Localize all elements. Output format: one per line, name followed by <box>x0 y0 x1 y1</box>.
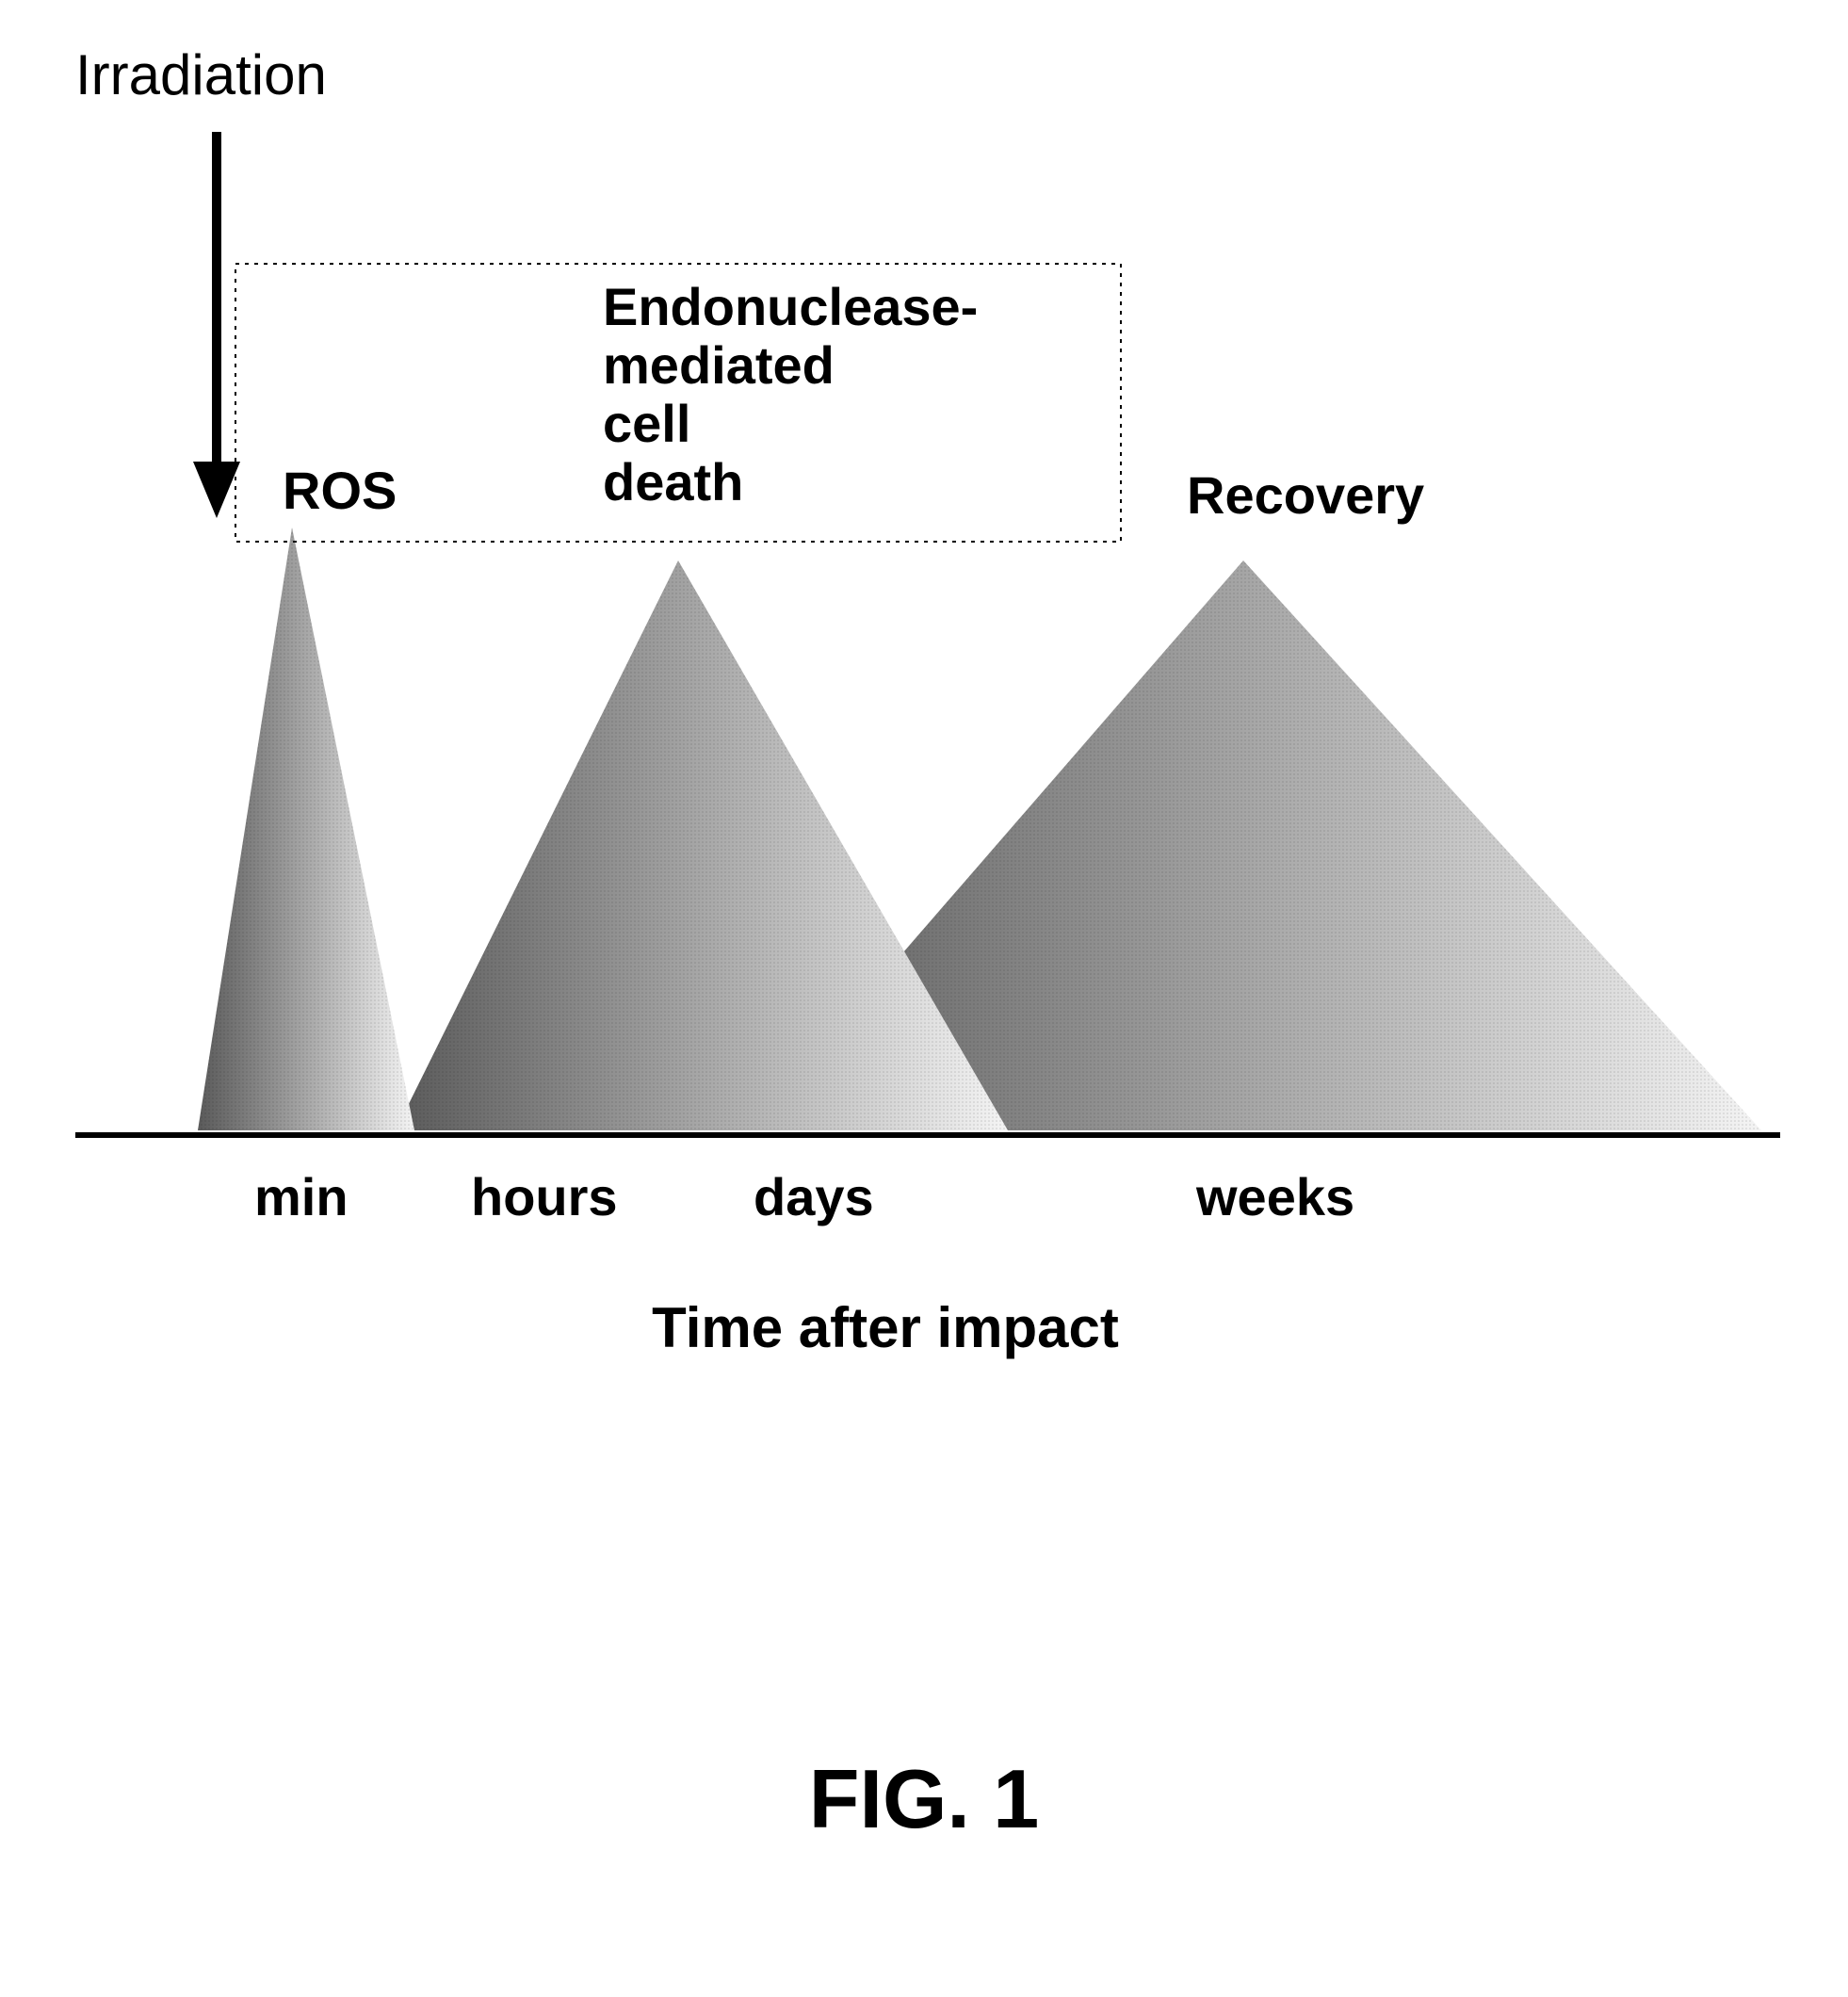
ros-label: ROS <box>283 461 397 520</box>
tick-labels: min hours days weeks Time after impact <box>254 1167 1354 1359</box>
figure-caption: FIG. 1 <box>809 1752 1040 1845</box>
tick-label: days <box>754 1167 874 1226</box>
recovery-label: Recovery <box>1187 465 1424 525</box>
arrow-head <box>193 462 240 518</box>
label-box: ROS Endonuclease-mediatedcelldeath <box>235 264 1121 542</box>
irradiation-arrow: Irradiation <box>75 43 327 518</box>
caption-layer: FIG. 1 <box>809 1752 1040 1845</box>
tick-label: hours <box>471 1167 618 1226</box>
tick-label: min <box>254 1167 349 1226</box>
endonuclease-triangle-texture <box>396 560 1008 1130</box>
figure-canvas: Irradiation ROS Endonuclease-mediatedcell… <box>0 0 1848 1997</box>
endonuclease-label: Endonuclease-mediatedcelldeath <box>603 277 978 511</box>
irradiation-label: Irradiation <box>75 43 327 106</box>
tick-label: weeks <box>1195 1167 1354 1226</box>
figure-svg: Irradiation ROS Endonuclease-mediatedcell… <box>0 0 1848 1997</box>
axis-title: Time after impact <box>652 1296 1119 1359</box>
ros-triangle-texture <box>198 528 414 1130</box>
labels-layer: Recovery <box>1187 465 1424 525</box>
triangles-layer <box>198 528 1761 1130</box>
